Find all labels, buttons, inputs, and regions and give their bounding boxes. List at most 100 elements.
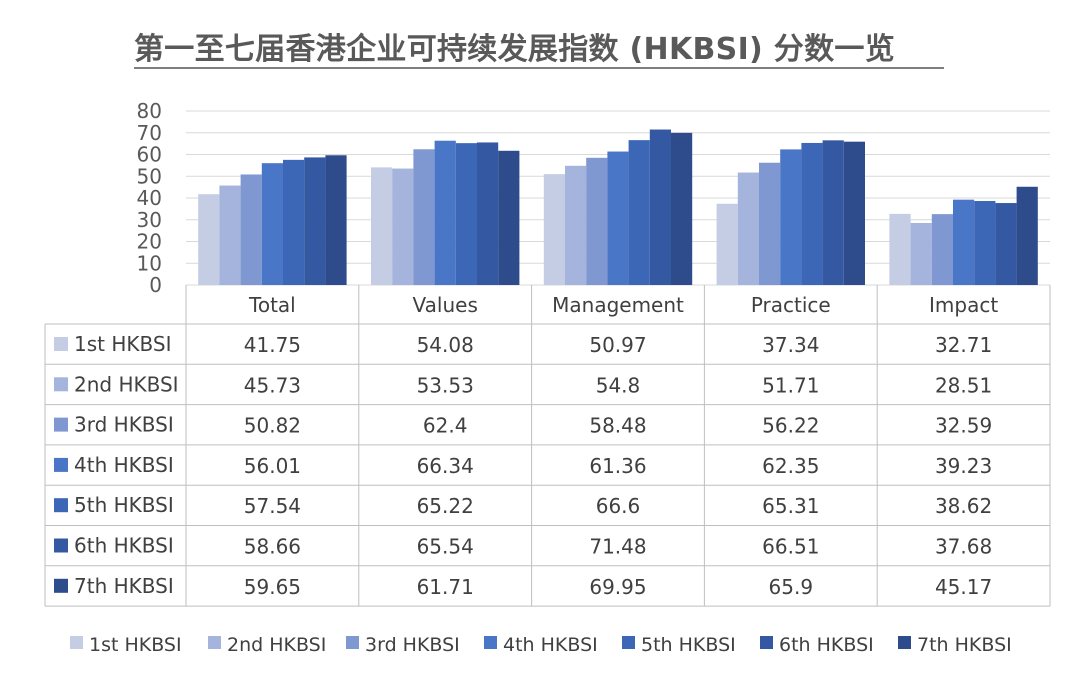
data-label: 50.82 — [244, 414, 301, 438]
legend-label: 7th HKBSI — [917, 634, 1012, 656]
bar — [995, 203, 1017, 285]
bar — [737, 172, 759, 285]
series-swatch — [54, 457, 68, 472]
y-tick-label: 0 — [149, 273, 162, 297]
bar — [565, 165, 587, 285]
bar — [974, 201, 996, 285]
legend-swatch — [484, 636, 497, 649]
bar — [477, 142, 499, 285]
bar — [628, 140, 650, 285]
bar — [801, 142, 823, 285]
y-tick-label: 10 — [137, 251, 162, 275]
y-tick-label: 30 — [137, 208, 162, 232]
data-label: 54.8 — [596, 373, 641, 397]
data-label: 54.08 — [417, 333, 474, 357]
data-label: 57.54 — [244, 494, 301, 518]
data-label: 45.73 — [244, 373, 301, 397]
series-label: 4th HKBSI — [74, 453, 174, 477]
series-label: 5th HKBSI — [74, 493, 174, 517]
data-label: 50.97 — [589, 333, 646, 357]
legend-swatch — [70, 636, 83, 649]
bar — [716, 203, 738, 285]
bar — [392, 168, 414, 285]
data-label: 51.71 — [762, 373, 819, 397]
chart-title: 第一至七届香港企业可持续发展指数 (HKBSI) 分数一览 — [134, 32, 895, 67]
category-label: Total — [248, 293, 296, 317]
data-label: 58.66 — [244, 535, 301, 559]
series-label: 2nd HKBSI — [74, 372, 179, 396]
bar — [822, 140, 844, 285]
legend-label: 6th HKBSI — [779, 634, 874, 656]
bar — [780, 149, 802, 285]
bar — [413, 149, 435, 285]
data-label: 66.51 — [762, 535, 819, 559]
bar — [283, 159, 305, 285]
legend-swatch — [898, 636, 911, 649]
data-label: 41.75 — [244, 333, 301, 357]
bar — [1016, 186, 1038, 285]
data-label: 37.68 — [935, 535, 992, 559]
legend-swatch — [208, 636, 221, 649]
data-label: 71.48 — [589, 535, 646, 559]
data-label: 39.23 — [935, 454, 992, 478]
series-swatch — [54, 377, 68, 392]
bar — [953, 199, 975, 285]
data-label: 66.6 — [596, 494, 641, 518]
data-label: 62.35 — [762, 454, 819, 478]
legend-label: 3rd HKBSI — [365, 634, 460, 656]
legend-label: 4th HKBSI — [503, 634, 598, 656]
legend-label: 1st HKBSI — [89, 634, 182, 656]
bar — [607, 151, 629, 285]
bar — [240, 174, 262, 285]
legend-label: 2nd HKBSI — [227, 634, 326, 656]
y-tick-label: 80 — [137, 99, 162, 123]
data-label: 56.22 — [762, 414, 819, 438]
bar — [889, 213, 911, 285]
series-swatch — [54, 498, 68, 513]
series-label: 6th HKBSI — [74, 534, 174, 558]
bar — [910, 222, 932, 285]
title-underline — [134, 67, 944, 69]
y-tick-label: 40 — [137, 186, 162, 210]
data-label: 28.51 — [935, 373, 992, 397]
series-label: 1st HKBSI — [74, 332, 171, 356]
series-swatch — [54, 337, 68, 351]
bar — [586, 157, 608, 285]
legend-label: 5th HKBSI — [641, 634, 736, 656]
category-label: Management — [552, 293, 684, 317]
series-label: 7th HKBSI — [74, 574, 174, 598]
y-tick-label: 20 — [137, 230, 162, 254]
data-label: 61.71 — [417, 575, 474, 599]
bar — [931, 214, 953, 285]
data-label: 59.65 — [244, 575, 301, 599]
data-label: 56.01 — [244, 454, 301, 478]
bar — [543, 174, 565, 285]
data-label: 61.36 — [589, 454, 646, 478]
data-label: 69.95 — [589, 575, 646, 599]
bar — [843, 141, 865, 285]
data-label: 32.59 — [935, 414, 992, 438]
y-tick-label: 50 — [137, 164, 162, 188]
data-label: 45.17 — [935, 575, 992, 599]
bars — [198, 129, 1038, 285]
data-label: 65.54 — [417, 535, 474, 559]
legend-swatch — [622, 636, 635, 649]
data-label: 66.34 — [417, 454, 474, 478]
series-swatch — [54, 578, 68, 593]
bar — [649, 129, 671, 285]
y-tick-label: 60 — [137, 143, 162, 167]
legend: 1st HKBSI 2nd HKBSI 3rd HKBSI 4th HKBSI 5th … — [70, 634, 1012, 656]
data-label: 37.34 — [762, 333, 819, 357]
legend-swatch — [760, 636, 773, 649]
category-label: Values — [413, 293, 478, 317]
bar — [261, 163, 283, 285]
data-label: 53.53 — [417, 373, 474, 397]
bar — [325, 155, 347, 285]
data-label: 32.71 — [935, 333, 992, 357]
bar — [219, 185, 241, 285]
bar — [434, 140, 456, 285]
bar — [671, 132, 693, 285]
category-label: Practice — [751, 293, 831, 317]
